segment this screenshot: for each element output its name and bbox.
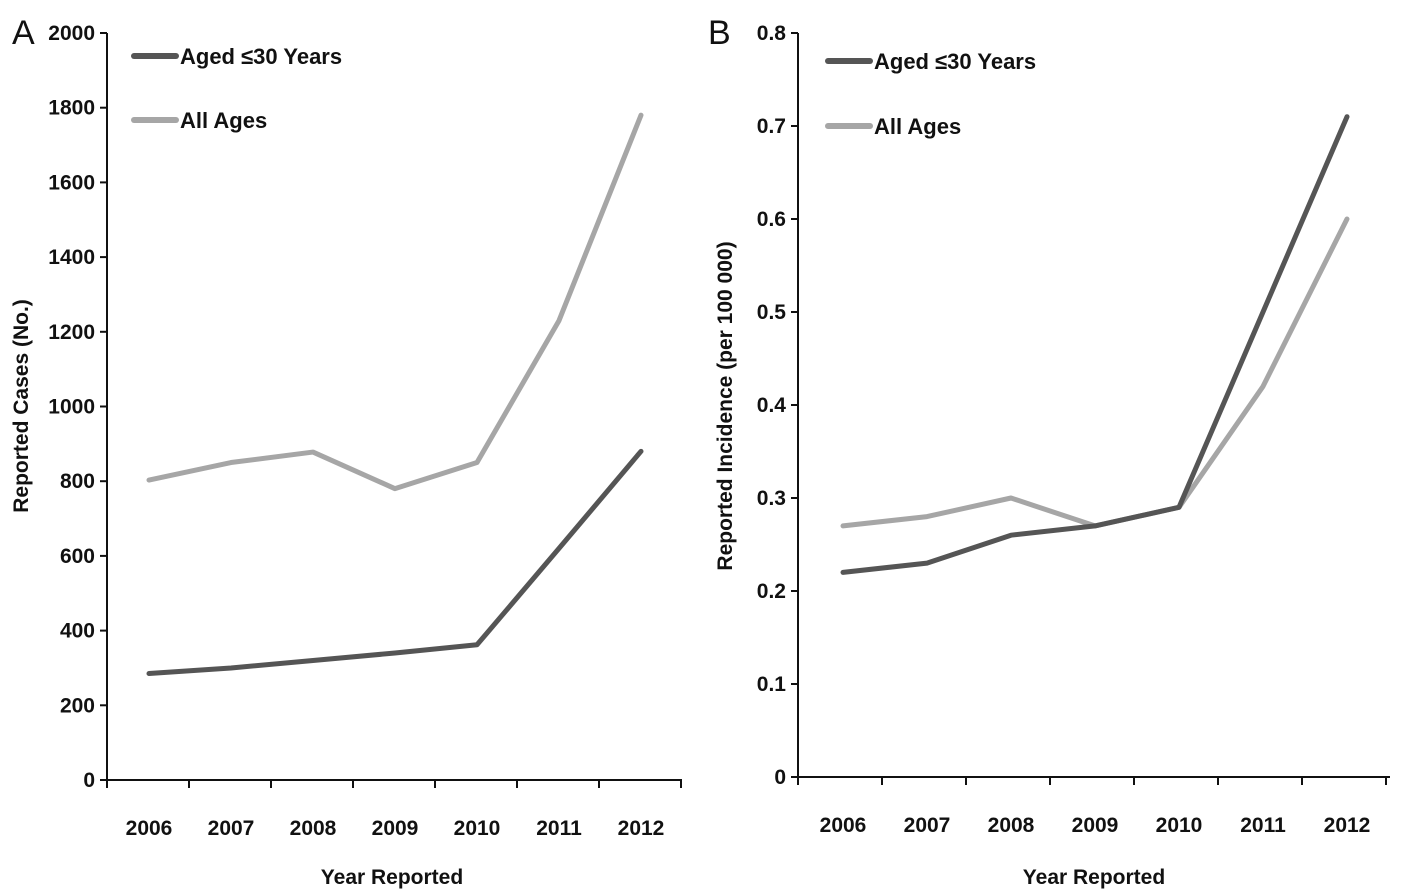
y-tick-label-b: 0.5 <box>757 301 787 324</box>
x-tick-label-a: 2010 <box>454 817 501 840</box>
panel-label-a: A <box>12 14 35 52</box>
series-line-aged-30-or-under-b <box>840 114 1350 575</box>
x-tick-label-b: 2012 <box>1324 814 1371 837</box>
y-tick-label-b: 0.1 <box>757 673 787 696</box>
x-axis-title-b: Year Reported <box>1023 866 1165 889</box>
x-tick-label-b: 2006 <box>820 814 867 837</box>
x-tick-label-a: 2007 <box>208 817 255 840</box>
y-tick-label-a: 800 <box>60 470 95 493</box>
legend-label-all-ages-a: All Ages <box>180 108 267 133</box>
x-tick-label-a: 2011 <box>536 817 582 840</box>
x-tick-label-b: 2008 <box>988 814 1035 837</box>
y-axis-title-b: Reported Incidence (per 100 000) <box>714 241 737 570</box>
y-tick-label-a: 1000 <box>48 396 95 419</box>
y-tick-label-b: 0 <box>774 766 786 789</box>
y-tick-label-b: 0.6 <box>757 208 786 231</box>
x-tick-label-b: 2007 <box>904 814 951 837</box>
x-tick-label-b: 2010 <box>1156 814 1203 837</box>
y-tick-label-a: 1400 <box>48 246 95 269</box>
legend-label-aged-30-or-under-a: Aged ≤30 Years <box>180 44 342 69</box>
y-tick-label-a: 1600 <box>48 171 95 194</box>
y-tick-label-a: 400 <box>60 620 95 643</box>
y-tick-label-a: 1800 <box>48 97 95 120</box>
y-tick-label-a: 2000 <box>48 22 95 45</box>
panel-label-b: B <box>708 14 731 52</box>
y-tick-label-b: 0.7 <box>757 115 786 138</box>
y-tick-label-b: 0.4 <box>757 394 787 417</box>
x-axis-title-a: Year Reported <box>321 866 463 889</box>
x-tick-label-a: 2012 <box>618 817 665 840</box>
series-line-all-ages-a <box>146 112 644 492</box>
y-tick-label-b: 0.3 <box>757 487 786 510</box>
y-tick-label-b: 0.8 <box>757 22 787 45</box>
x-tick-label-a: 2009 <box>372 817 419 840</box>
chart-panel-a: A Reported Cases (No.) Year Reported 0 20… <box>10 14 682 889</box>
y-tick-label-a: 1200 <box>48 321 95 344</box>
series-line-all-ages-b <box>840 216 1350 529</box>
y-tick-label-b: 0.2 <box>757 580 786 603</box>
y-tick-label-a: 0 <box>83 769 95 792</box>
y-tick-label-a: 600 <box>60 545 95 568</box>
series-line-aged-30-or-under-a <box>146 448 644 677</box>
y-axis-title-a: Reported Cases (No.) <box>10 299 33 513</box>
x-tick-label-a: 2006 <box>126 817 173 840</box>
legend-label-aged-30-or-under-b: Aged ≤30 Years <box>874 49 1036 74</box>
x-tick-label-b: 2009 <box>1072 814 1119 837</box>
x-tick-label-b: 2011 <box>1240 814 1286 837</box>
legend-label-all-ages-b: All Ages <box>874 114 961 139</box>
chart-panel-b: B Reported Incidence (per 100 000) Year … <box>708 14 1390 889</box>
x-tick-label-a: 2008 <box>290 817 337 840</box>
y-tick-label-a: 200 <box>60 694 95 717</box>
